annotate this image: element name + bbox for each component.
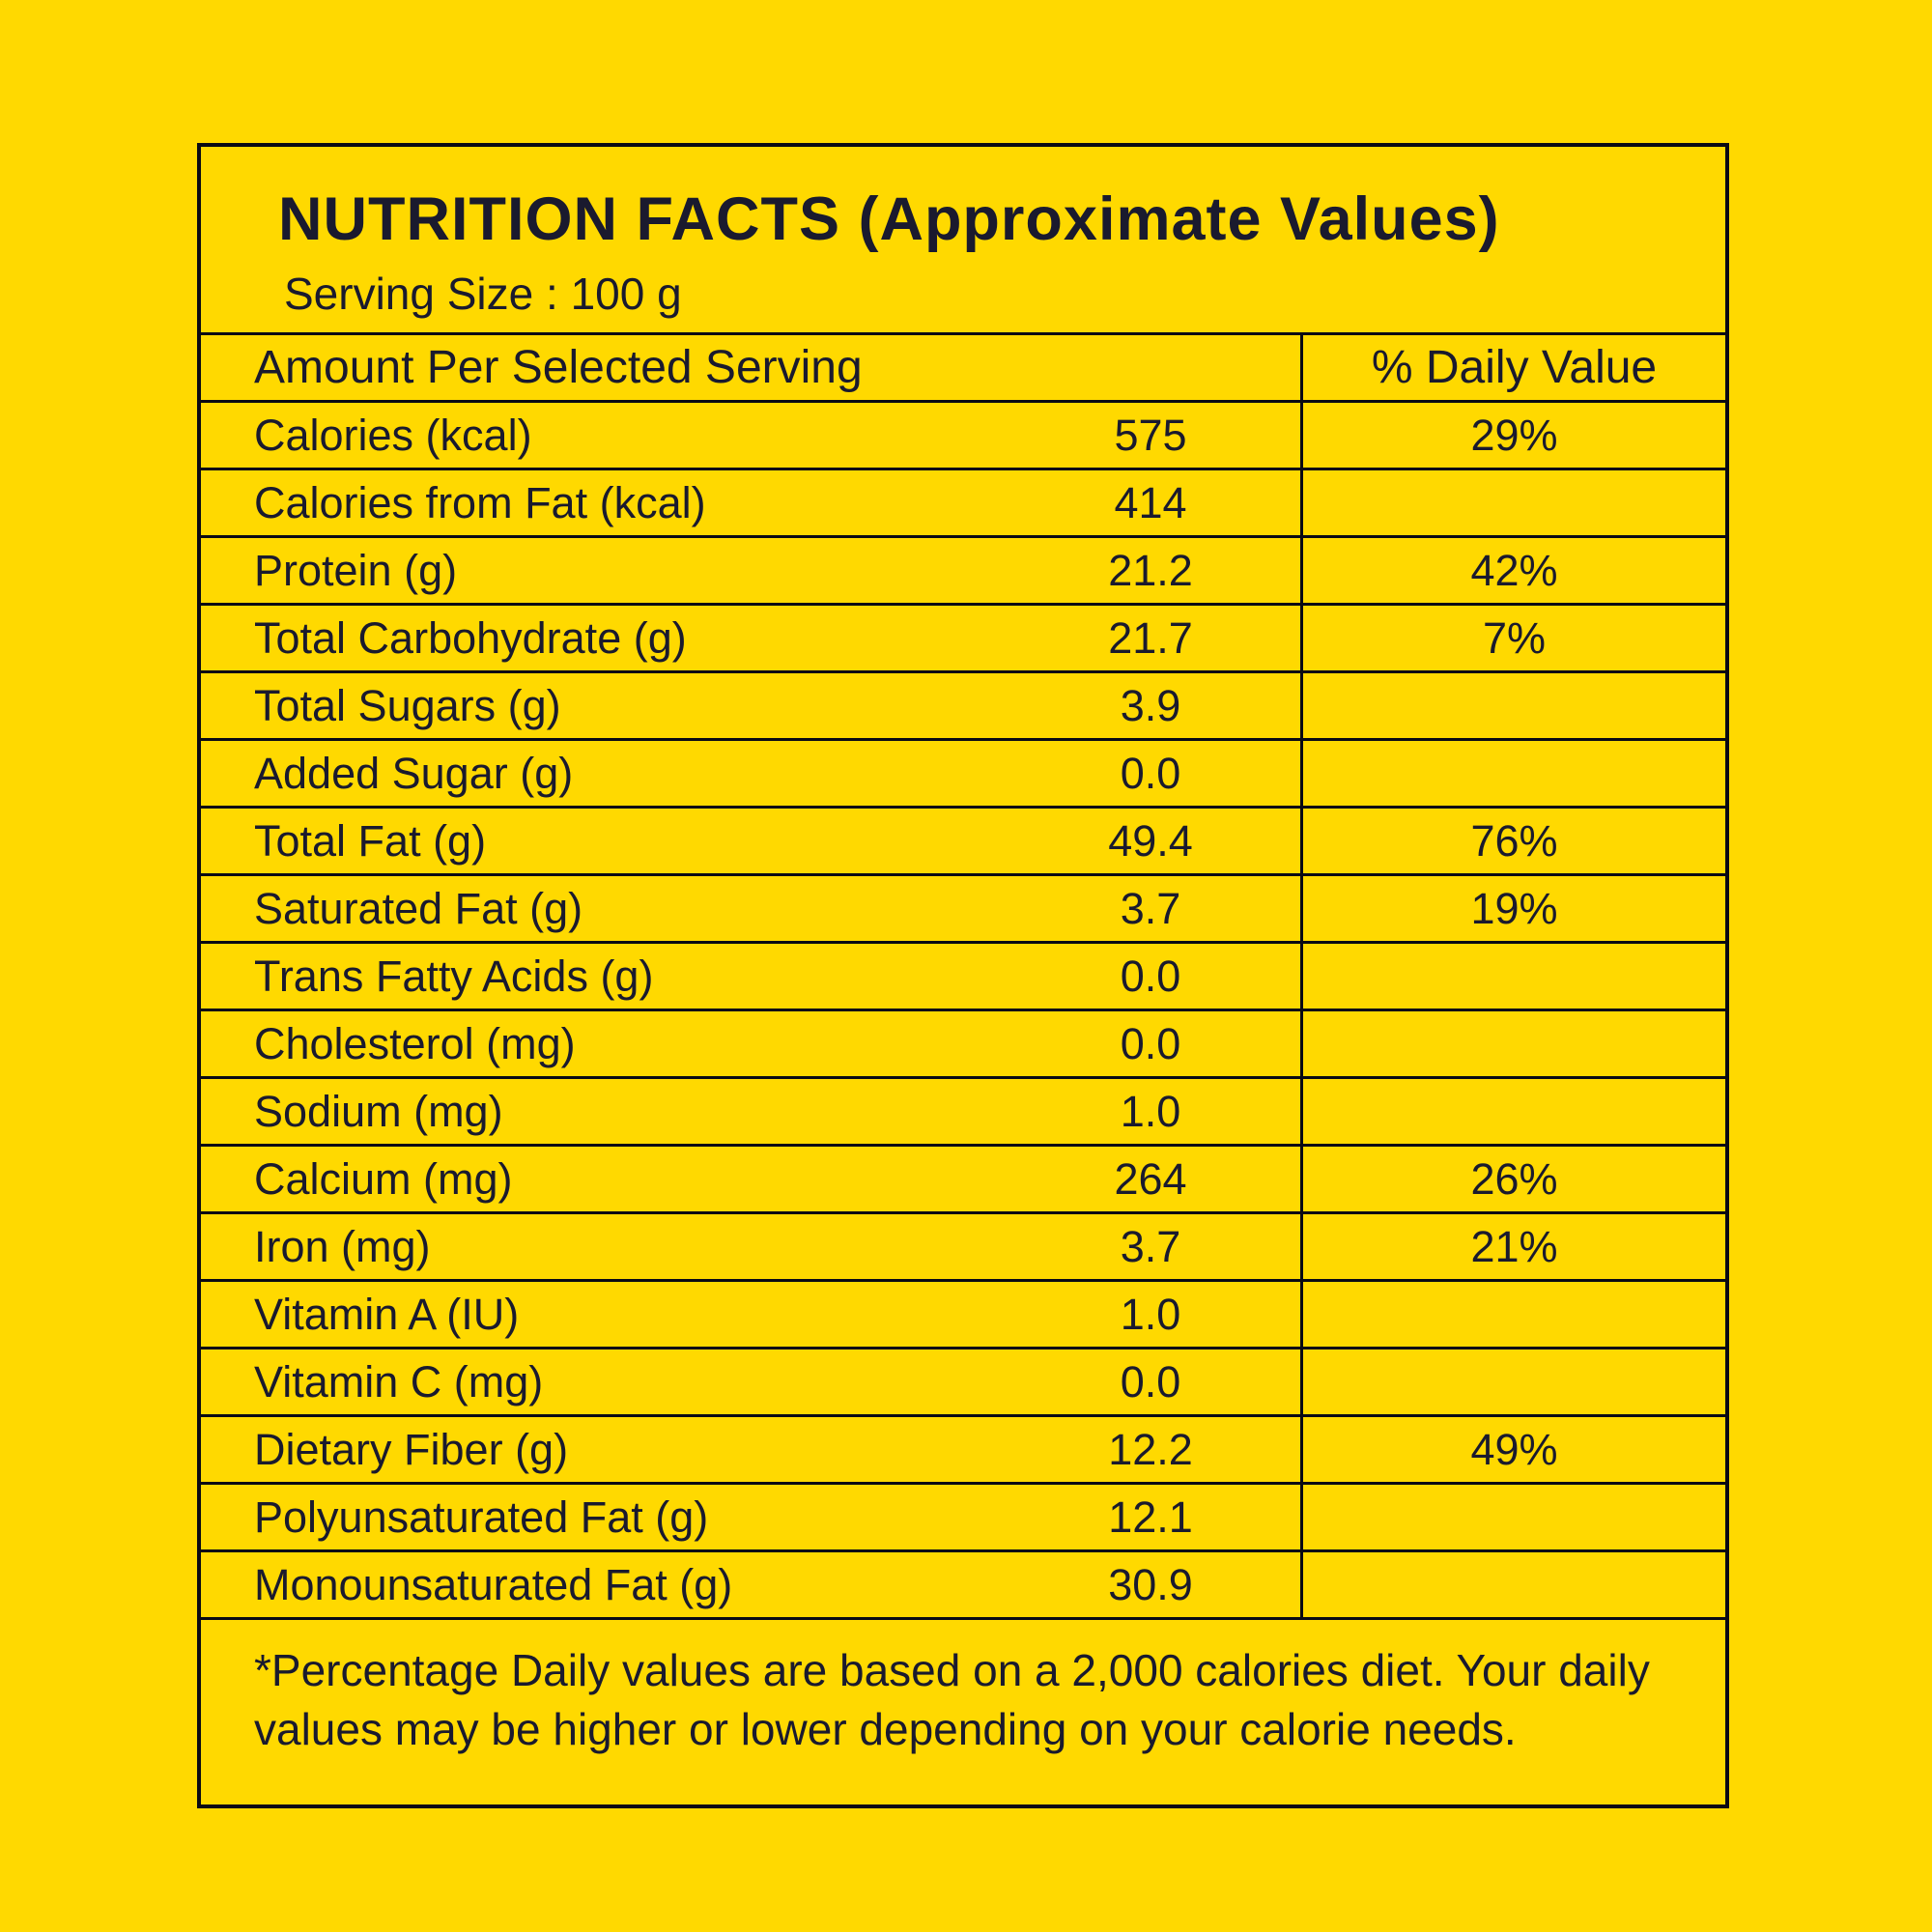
nutrient-daily-value: 21% xyxy=(1300,1214,1725,1279)
daily-value-column-header: % Daily Value xyxy=(1300,335,1725,400)
nutrient-value: 1.0 xyxy=(1120,1289,1181,1339)
label-header: NUTRITION FACTS (Approximate Values) Ser… xyxy=(201,147,1725,332)
nutrient-value: 3.7 xyxy=(1120,883,1181,933)
nutrient-value: 0.0 xyxy=(1120,1018,1181,1068)
nutrient-daily-value: 49% xyxy=(1300,1417,1725,1482)
nutrient-daily-value xyxy=(1300,1011,1725,1076)
nutrient-row: Calcium (mg) 264 26% xyxy=(201,1144,1725,1211)
nutrient-daily-value xyxy=(1300,1350,1725,1414)
nutrient-row: Saturated Fat (g) 3.7 19% xyxy=(201,873,1725,941)
nutrient-daily-value: 29% xyxy=(1300,403,1725,468)
nutrient-row: Vitamin A (IU) 1.0 xyxy=(201,1279,1725,1347)
nutrient-daily-value: 7% xyxy=(1300,606,1725,670)
nutrient-value: 0.0 xyxy=(1120,1356,1181,1406)
nutrient-daily-value xyxy=(1300,1282,1725,1347)
nutrient-value: 12.1 xyxy=(1108,1492,1193,1542)
nutrient-name: Total Sugars (g) xyxy=(254,680,561,730)
nutrient-name: Calcium (mg) xyxy=(254,1153,513,1204)
nutrient-value: 0.0 xyxy=(1120,951,1181,1001)
daily-value-footnote: *Percentage Daily values are based on a … xyxy=(201,1617,1725,1804)
nutrient-daily-value xyxy=(1300,673,1725,738)
nutrient-row: Iron (mg) 3.7 21% xyxy=(201,1211,1725,1279)
nutrient-name: Vitamin A (IU) xyxy=(254,1289,520,1339)
amount-column-header: Amount Per Selected Serving xyxy=(254,342,863,393)
nutrient-name: Vitamin C (mg) xyxy=(254,1356,544,1406)
nutrient-name: Trans Fatty Acids (g) xyxy=(254,951,654,1001)
nutrient-row: Sodium (mg) 1.0 xyxy=(201,1076,1725,1144)
nutrient-row: Protein (g) 21.2 42% xyxy=(201,535,1725,603)
nutrition-facts-label: NUTRITION FACTS (Approximate Values) Ser… xyxy=(197,143,1729,1808)
nutrient-name: Saturated Fat (g) xyxy=(254,883,583,933)
nutrient-value: 264 xyxy=(1114,1153,1187,1204)
nutrient-daily-value: 76% xyxy=(1300,809,1725,873)
nutrient-row: Cholesterol (mg) 0.0 xyxy=(201,1009,1725,1076)
nutrient-value: 414 xyxy=(1114,477,1187,527)
nutrient-row: Calories from Fat (kcal) 414 xyxy=(201,468,1725,535)
nutrient-name: Calories from Fat (kcal) xyxy=(254,477,706,527)
nutrient-value: 575 xyxy=(1114,410,1187,460)
nutrient-value: 21.2 xyxy=(1108,545,1193,595)
nutrient-daily-value xyxy=(1300,1079,1725,1144)
nutrient-daily-value xyxy=(1300,470,1725,535)
nutrient-row: Trans Fatty Acids (g) 0.0 xyxy=(201,941,1725,1009)
nutrient-value: 49.4 xyxy=(1108,815,1193,866)
nutrient-daily-value xyxy=(1300,1552,1725,1617)
nutrient-name: Sodium (mg) xyxy=(254,1086,503,1136)
nutrient-daily-value xyxy=(1300,1485,1725,1549)
nutrient-row: Dietary Fiber (g) 12.2 49% xyxy=(201,1414,1725,1482)
nutrient-daily-value: 42% xyxy=(1300,538,1725,603)
nutrient-value: 12.2 xyxy=(1108,1424,1193,1474)
nutrient-value: 3.9 xyxy=(1120,680,1181,730)
value-column-spacer xyxy=(1001,335,1300,400)
nutrient-row: Calories (kcal) 575 29% xyxy=(201,400,1725,468)
nutrient-daily-value xyxy=(1300,741,1725,806)
nutrient-name: Protein (g) xyxy=(254,545,458,595)
nutrient-row: Added Sugar (g) 0.0 xyxy=(201,738,1725,806)
nutrient-value: 3.7 xyxy=(1120,1221,1181,1271)
table-header-row: Amount Per Selected Serving % Daily Valu… xyxy=(201,332,1725,400)
nutrient-name: Total Carbohydrate (g) xyxy=(254,612,687,663)
nutrient-name: Monounsaturated Fat (g) xyxy=(254,1559,733,1609)
rows: Calories (kcal) 575 29% Calories from Fat (… xyxy=(201,400,1725,1617)
nutrient-value: 1.0 xyxy=(1120,1086,1181,1136)
nutrient-value: 30.9 xyxy=(1108,1559,1193,1609)
label-title: NUTRITION FACTS (Approximate Values) xyxy=(278,185,1500,253)
serving-size: Serving Size : 100 g xyxy=(284,269,682,319)
nutrient-daily-value xyxy=(1300,944,1725,1009)
nutrient-name: Dietary Fiber (g) xyxy=(254,1424,569,1474)
nutrient-name: Cholesterol (mg) xyxy=(254,1018,576,1068)
nutrient-name: Iron (mg) xyxy=(254,1221,431,1271)
nutrient-row: Monounsaturated Fat (g) 30.9 xyxy=(201,1549,1725,1617)
nutrient-name: Calories (kcal) xyxy=(254,410,532,460)
nutrient-row: Vitamin C (mg) 0.0 xyxy=(201,1347,1725,1414)
nutrient-name: Added Sugar (g) xyxy=(254,748,574,798)
nutrient-value: 21.7 xyxy=(1108,612,1193,663)
nutrient-name: Polyunsaturated Fat (g) xyxy=(254,1492,709,1542)
nutrient-row: Total Sugars (g) 3.9 xyxy=(201,670,1725,738)
nutrient-row: Total Fat (g) 49.4 76% xyxy=(201,806,1725,873)
nutrient-daily-value: 26% xyxy=(1300,1147,1725,1211)
nutrient-daily-value: 19% xyxy=(1300,876,1725,941)
nutrient-name: Total Fat (g) xyxy=(254,815,487,866)
nutrient-value: 0.0 xyxy=(1120,748,1181,798)
nutrient-row: Polyunsaturated Fat (g) 12.1 xyxy=(201,1482,1725,1549)
nutrient-row: Total Carbohydrate (g) 21.7 7% xyxy=(201,603,1725,670)
